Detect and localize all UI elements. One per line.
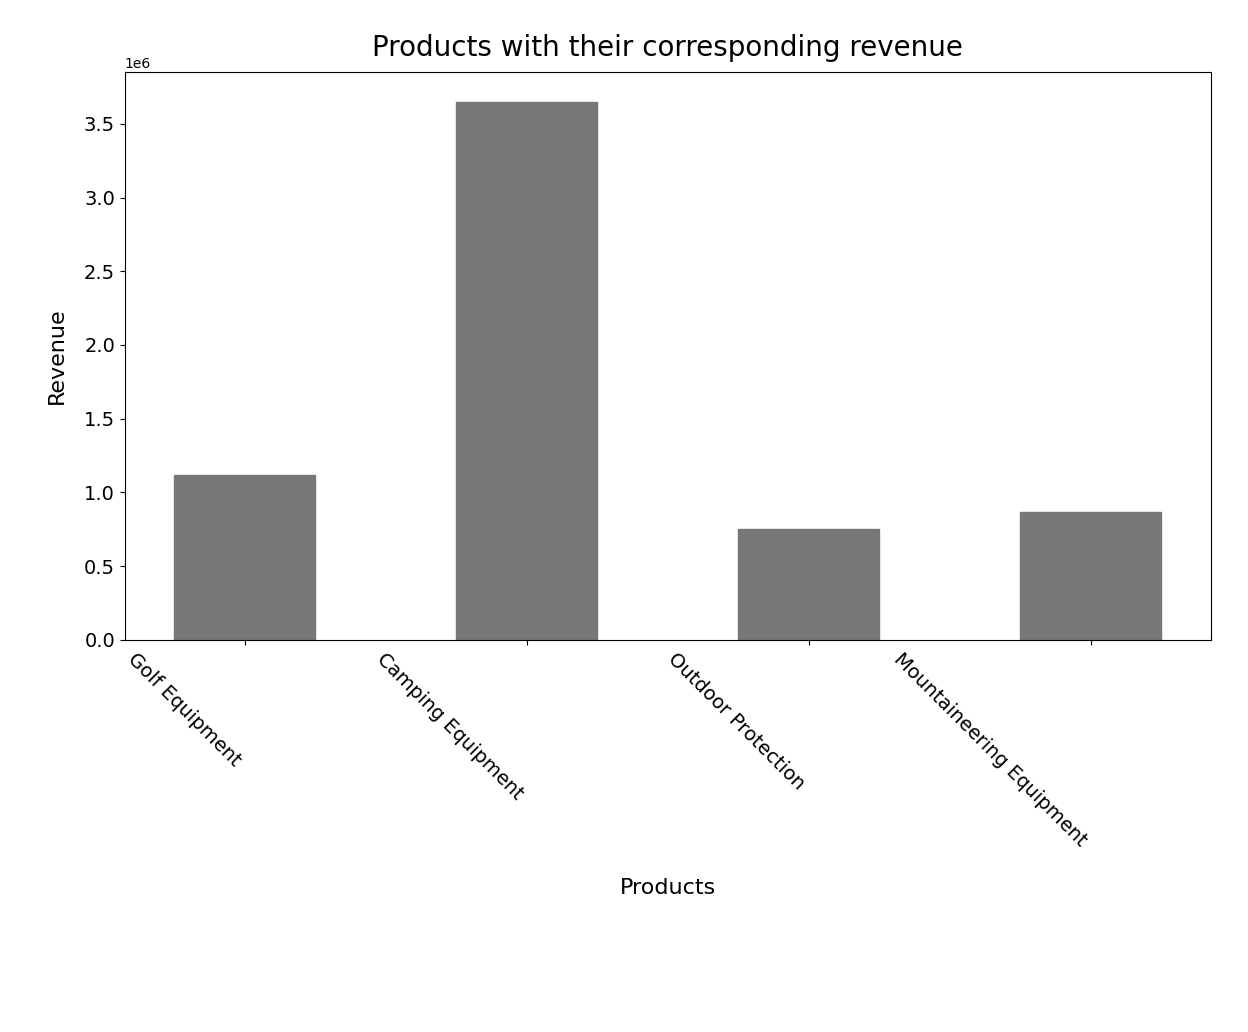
Bar [457,102,598,640]
X-axis label: Products: Products [619,878,716,898]
Bar [175,475,316,640]
Bar [1020,512,1161,640]
Y-axis label: Revenue: Revenue [47,308,67,405]
Bar [738,529,879,640]
Title: Products with their corresponding revenue: Products with their corresponding revenu… [372,34,963,62]
